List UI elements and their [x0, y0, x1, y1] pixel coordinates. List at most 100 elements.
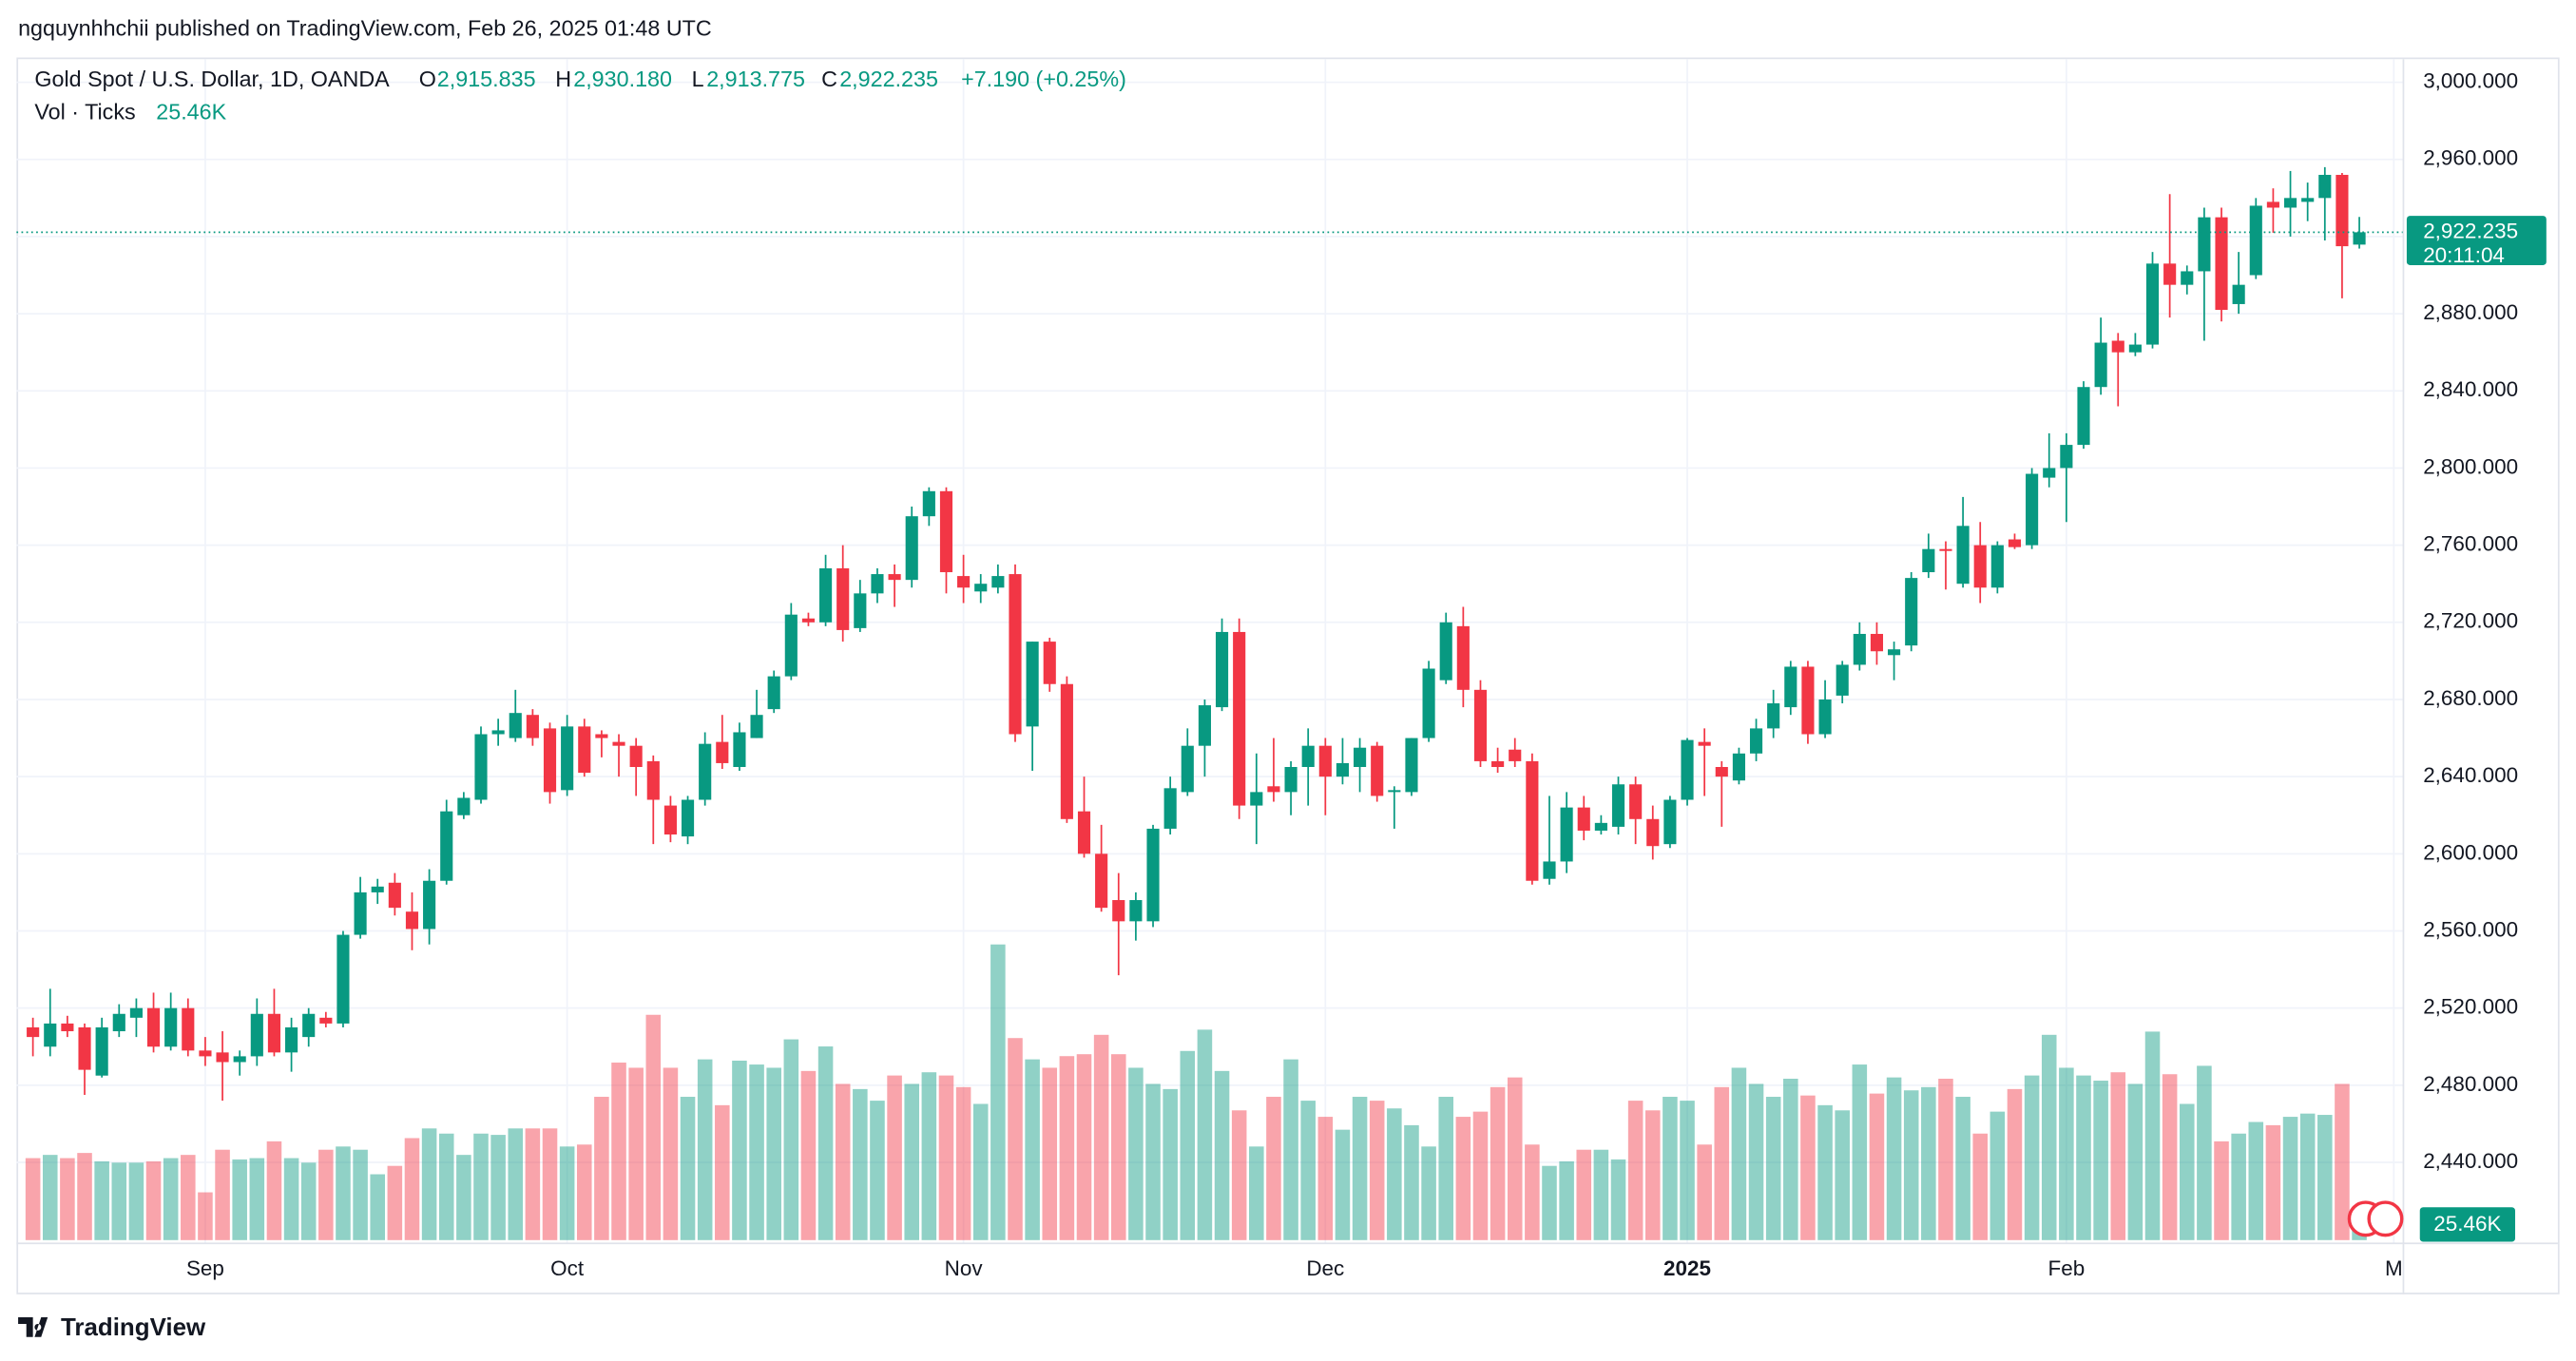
y-tick-label: 2,480.000: [2423, 1072, 2518, 1096]
volume-bar: [2335, 1083, 2350, 1240]
volume-bar: [145, 1160, 162, 1240]
volume-bar: [628, 1067, 644, 1240]
volume-bar: [353, 1149, 368, 1240]
event-icon[interactable]: [2367, 1200, 2404, 1237]
volume-bar: [1214, 1070, 1230, 1240]
candle-body: [1043, 642, 1056, 684]
candle-body: [1146, 828, 1160, 922]
candle-body: [319, 1017, 333, 1024]
candle-body: [371, 886, 384, 892]
volume-bar: [25, 1158, 41, 1240]
candle-body: [1112, 900, 1125, 922]
volume-bar: [1714, 1086, 1730, 1240]
low-key: L: [692, 67, 704, 91]
volume-bar: [972, 1103, 989, 1240]
candle-body: [767, 676, 780, 710]
volume-bar: [921, 1072, 937, 1240]
volume-bar: [1852, 1064, 1868, 1240]
volume-bar: [611, 1063, 626, 1240]
candle-body: [750, 715, 763, 738]
candle-body: [78, 1026, 91, 1070]
volume-bar: [2110, 1072, 2126, 1240]
candle-body: [2249, 205, 2262, 276]
candle-body: [716, 741, 729, 763]
volume-bar: [1731, 1067, 1747, 1240]
candle-body: [2128, 344, 2142, 353]
last-price-label: 2,922.235: [2423, 219, 2518, 242]
candle-body: [2008, 539, 2022, 547]
candle-body: [1284, 767, 1298, 793]
candle-body: [578, 726, 591, 774]
candle-body: [233, 1056, 246, 1063]
candle-body: [182, 1007, 195, 1051]
x-tick-label: M: [2385, 1256, 2403, 1280]
candle-body: [1767, 703, 1780, 729]
candle-body: [922, 490, 935, 517]
candle-body: [1870, 633, 1884, 652]
volume-bar: [2265, 1124, 2281, 1240]
volume-bar: [2144, 1031, 2161, 1240]
volume-bar: [680, 1097, 696, 1240]
volume-bar: [1110, 1054, 1126, 1240]
volume-bar: [42, 1155, 58, 1240]
volume-bar: [1627, 1101, 1644, 1240]
candle-body: [164, 1007, 178, 1047]
y-tick-label: 2,760.000: [2423, 532, 2518, 556]
open-key: O: [419, 67, 436, 91]
candle-body: [1801, 666, 1815, 735]
volume-bar: [1197, 1029, 1213, 1240]
candle-body: [1818, 699, 1832, 735]
candle-body: [836, 567, 850, 630]
volume-bar: [2024, 1075, 2040, 1240]
candle-body: [2215, 217, 2228, 311]
open-value: 2,915.835: [437, 67, 536, 91]
volume-bar: [1990, 1111, 2006, 1240]
candle-body: [1836, 664, 1849, 696]
candle-body: [1560, 807, 1573, 862]
candle-body: [1371, 745, 1384, 796]
candle-body: [1509, 749, 1522, 761]
candle-body: [2318, 174, 2332, 199]
volume-bar: [559, 1146, 575, 1240]
volume-bar: [128, 1162, 144, 1240]
candle-body: [1681, 739, 1694, 800]
candle-body: [61, 1023, 74, 1032]
volume-bar: [2093, 1081, 2108, 1240]
volume-bar: [853, 1088, 868, 1240]
candle-body: [819, 567, 833, 623]
volume-bar: [1559, 1160, 1574, 1240]
candle-body: [2145, 263, 2160, 345]
candle-body: [1354, 747, 1367, 768]
volume-bar: [1008, 1038, 1023, 1240]
x-tick-label: Oct: [550, 1256, 585, 1280]
volume-bar: [800, 1070, 817, 1240]
volume-bar: [1490, 1086, 1506, 1240]
symbol: Gold Spot / U.S. Dollar, 1D, OANDA: [34, 67, 390, 91]
volume-bar: [1972, 1133, 1988, 1240]
volume-bar: [887, 1075, 902, 1240]
volume-bar: [1128, 1067, 1144, 1240]
candle-body: [1318, 745, 1332, 777]
volume-bar: [249, 1158, 265, 1240]
volume-bar: [2041, 1034, 2057, 1240]
countdown: 20:11:04: [2423, 243, 2505, 267]
volume-bar: [1387, 1108, 1402, 1240]
candle-body: [2026, 473, 2039, 546]
volume-bar: [2127, 1083, 2143, 1240]
volume-bar: [1266, 1097, 1281, 1240]
byline: ngquynhhchii published on TradingView.co…: [18, 15, 712, 40]
volume-bar: [336, 1146, 351, 1240]
candle-body: [2111, 340, 2124, 353]
volume-bar: [163, 1158, 179, 1240]
y-tick-label: 2,680.000: [2423, 686, 2518, 710]
volume-bar: [2197, 1065, 2212, 1240]
candle-body: [974, 584, 988, 592]
volume-bar: [198, 1192, 213, 1240]
candle-body: [595, 734, 608, 738]
candle-body: [1267, 786, 1280, 793]
candle-body: [2094, 342, 2107, 388]
volume-bar: [1404, 1124, 1419, 1240]
volume-bar: [1921, 1086, 1936, 1240]
high-value: 2,930.180: [573, 67, 672, 91]
volume-bar: [697, 1059, 713, 1240]
